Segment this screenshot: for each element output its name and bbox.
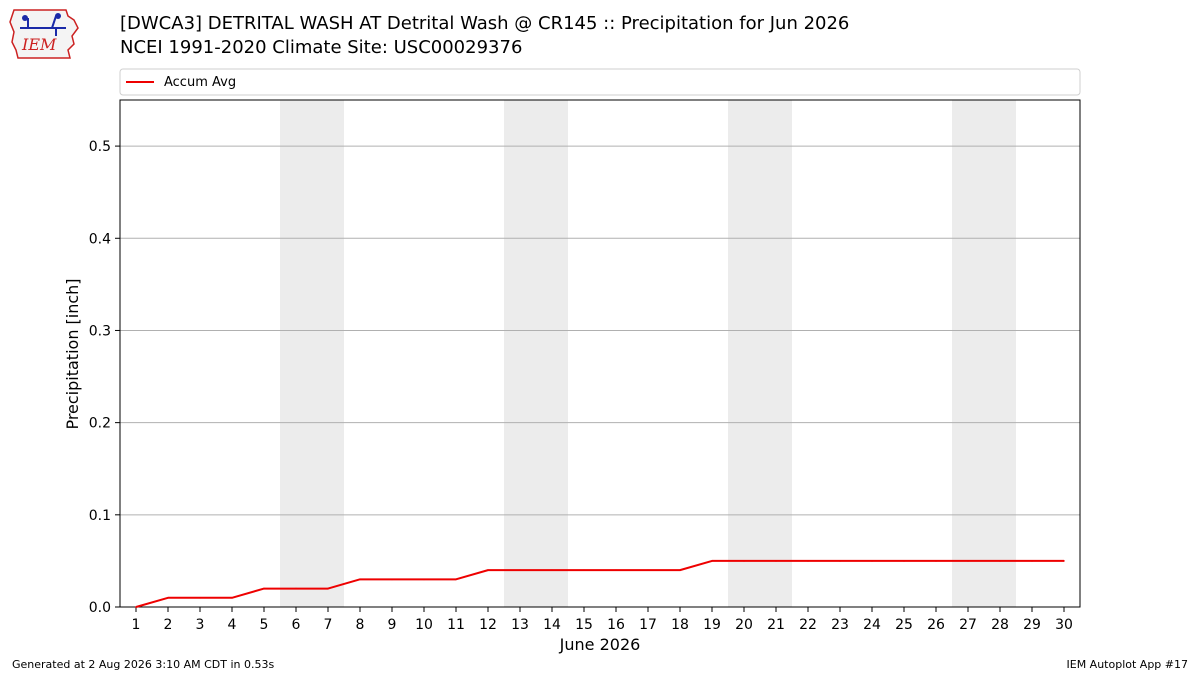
data-point bbox=[551, 569, 553, 571]
x-tick-label: 26 bbox=[927, 617, 945, 633]
weekend-band-6 bbox=[280, 100, 312, 607]
y-tick-label: 0.3 bbox=[89, 323, 111, 339]
iem-logo: IEM bbox=[8, 6, 82, 60]
y-axis: 0.0 0.1 0.2 0.3 0.4 0.5 bbox=[89, 139, 120, 616]
x-tick-label: 18 bbox=[671, 617, 689, 633]
weekend-band-20 bbox=[728, 100, 760, 607]
x-tick-label: 4 bbox=[228, 617, 237, 633]
series-layer bbox=[135, 559, 1065, 608]
x-tick-label: 30 bbox=[1055, 617, 1073, 633]
weekend-band-14 bbox=[536, 100, 568, 607]
data-point bbox=[423, 578, 425, 581]
title-line-1: [DWCA3] DETRITAL WASH AT Detrital Wash @… bbox=[120, 13, 850, 34]
x-tick-label: 6 bbox=[292, 617, 301, 633]
data-point bbox=[743, 560, 745, 562]
y-axis-label: Precipitation [inch] bbox=[63, 278, 82, 429]
data-point bbox=[935, 560, 937, 562]
legend-label: Accum Avg bbox=[164, 75, 236, 90]
x-tick-label: 3 bbox=[196, 617, 205, 633]
x-tick-label: 20 bbox=[735, 617, 753, 633]
data-point bbox=[647, 569, 649, 571]
x-tick-label: 1 bbox=[132, 617, 141, 633]
weekend-band-27 bbox=[952, 100, 984, 607]
data-point bbox=[583, 569, 585, 571]
gridlines bbox=[120, 145, 1080, 608]
data-point bbox=[839, 560, 841, 562]
data-point bbox=[263, 587, 265, 590]
x-tick-label: 28 bbox=[991, 617, 1009, 633]
x-tick-label: 23 bbox=[831, 617, 849, 633]
data-point bbox=[967, 560, 969, 562]
data-point bbox=[1063, 560, 1065, 562]
data-point bbox=[295, 587, 297, 590]
data-point bbox=[167, 596, 169, 599]
x-tick-label: 22 bbox=[799, 617, 817, 633]
x-axis: 1 2 3 4 5 6 7 8 9 10 11 12 13 14 15 16 17 18 19 20 21 22 23 24 2… bbox=[132, 607, 1073, 633]
data-point bbox=[711, 560, 713, 562]
svg-text:IEM: IEM bbox=[21, 35, 57, 54]
data-point bbox=[487, 569, 489, 571]
x-tick-label: 10 bbox=[415, 617, 433, 633]
data-point bbox=[807, 560, 809, 562]
data-point bbox=[231, 596, 233, 599]
title-line-2: NCEI 1991-2020 Climate Site: USC00029376 bbox=[120, 37, 523, 58]
y-tick-label: 0.1 bbox=[89, 508, 111, 524]
x-tick-label: 7 bbox=[324, 617, 333, 633]
y-tick-label: 0.5 bbox=[89, 139, 111, 155]
legend-box bbox=[119, 68, 1081, 96]
weekend-band-28 bbox=[984, 100, 1016, 607]
chart-title: [DWCA3] DETRITAL WASH AT Detrital Wash @… bbox=[120, 12, 849, 60]
x-tick-label: 16 bbox=[607, 617, 625, 633]
x-tick-label: 24 bbox=[863, 617, 881, 633]
app-credit: IEM Autoplot App #17 bbox=[1066, 658, 1189, 671]
generated-timestamp: Generated at 2 Aug 2026 3:10 AM CDT in 0… bbox=[12, 658, 275, 671]
x-tick-label: 21 bbox=[767, 617, 785, 633]
data-point bbox=[135, 606, 137, 608]
data-point bbox=[391, 578, 393, 581]
x-tick-label: 25 bbox=[895, 617, 913, 633]
x-tick-label: 13 bbox=[511, 617, 529, 633]
x-tick-label: 14 bbox=[543, 617, 561, 633]
data-point bbox=[871, 560, 873, 562]
data-point bbox=[903, 560, 905, 562]
y-tick-label: 0.2 bbox=[89, 416, 111, 432]
data-point bbox=[359, 578, 361, 581]
y-tick-label: 0.0 bbox=[89, 600, 111, 616]
data-point bbox=[199, 596, 201, 599]
x-tick-label: 19 bbox=[703, 617, 721, 633]
weekend-band-21 bbox=[760, 100, 792, 607]
legend: Accum Avg bbox=[119, 68, 1081, 96]
data-point bbox=[455, 578, 457, 581]
weekend-band-13 bbox=[504, 100, 536, 607]
x-tick-label: 29 bbox=[1023, 617, 1041, 633]
weekend-bands bbox=[280, 100, 1016, 607]
data-point bbox=[519, 569, 521, 571]
data-point bbox=[999, 560, 1001, 562]
x-tick-label: 8 bbox=[356, 617, 365, 633]
x-tick-label: 2 bbox=[164, 617, 173, 633]
x-tick-label: 17 bbox=[639, 617, 657, 633]
data-point bbox=[615, 569, 617, 571]
x-tick-label: 11 bbox=[447, 617, 465, 633]
x-tick-label: 12 bbox=[479, 617, 497, 633]
x-tick-label: 27 bbox=[959, 617, 977, 633]
series-line-accum-avg bbox=[135, 559, 1064, 608]
x-tick-label: 9 bbox=[388, 617, 397, 633]
x-tick-label: 5 bbox=[260, 617, 269, 633]
plot-frame bbox=[119, 99, 1081, 608]
data-point bbox=[775, 560, 777, 562]
weekend-band-7 bbox=[312, 100, 344, 607]
data-point bbox=[679, 569, 681, 571]
iem-logo-icon: IEM bbox=[9, 9, 79, 59]
data-point bbox=[327, 587, 329, 590]
x-tick-label: 15 bbox=[575, 617, 593, 633]
x-axis-label: June 2026 bbox=[559, 635, 641, 654]
data-point bbox=[1031, 560, 1033, 562]
y-tick-label: 0.4 bbox=[89, 231, 111, 247]
